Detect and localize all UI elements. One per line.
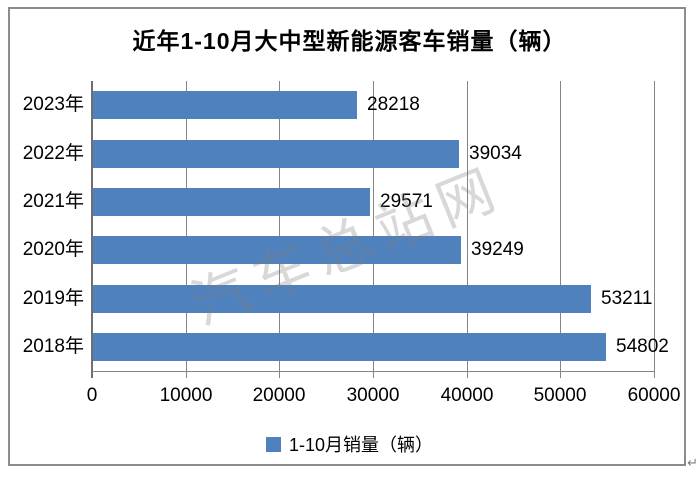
x-tick-label: 60000: [627, 385, 681, 406]
x-tick-label: 0: [86, 385, 98, 406]
plot-area: 0 10000 20000 30000 40000 50000 60000 2023年 2821…: [23, 81, 680, 406]
y-category-label: 2020年: [22, 239, 84, 260]
bar: [93, 333, 606, 361]
gridline: [560, 81, 561, 378]
x-tick-label: 40000: [440, 385, 494, 406]
bar: [93, 188, 370, 216]
gridline: [373, 81, 374, 378]
legend-swatch-icon: [265, 436, 281, 452]
gridline: [186, 81, 187, 378]
gridline: [467, 81, 468, 378]
bar: [93, 236, 461, 264]
bar-value-label: 54802: [616, 336, 669, 357]
legend: 1-10月销量（辆）: [10, 431, 689, 457]
x-tick-label: 50000: [533, 385, 587, 406]
y-category-label: 2018年: [22, 336, 84, 357]
paragraph-mark-icon: ↵: [687, 455, 698, 470]
gridline: [279, 81, 280, 378]
bar: [93, 285, 591, 313]
x-axis-line: [92, 371, 654, 372]
bar: [93, 91, 357, 119]
x-tick-label: 20000: [252, 385, 306, 406]
bar-value-label: 28218: [367, 94, 420, 115]
gridline: [654, 81, 655, 378]
y-axis-line: [91, 81, 93, 378]
x-tick-label: 10000: [159, 385, 213, 406]
x-tick-label: 30000: [346, 385, 400, 406]
bar-value-label: 39034: [469, 143, 522, 164]
y-category-label: 2021年: [22, 191, 84, 212]
bar: [93, 140, 459, 168]
y-category-label: 2023年: [22, 94, 84, 115]
bar-value-label: 39249: [471, 239, 524, 260]
bar-value-label: 29571: [380, 191, 433, 212]
bar-value-label: 53211: [601, 288, 653, 309]
y-category-label: 2022年: [22, 143, 84, 164]
y-category-label: 2019年: [22, 288, 84, 309]
chart-title: 近年1-10月大中型新能源客车销量（辆）: [132, 28, 567, 54]
legend-label: 1-10月销量（辆）: [288, 435, 434, 455]
